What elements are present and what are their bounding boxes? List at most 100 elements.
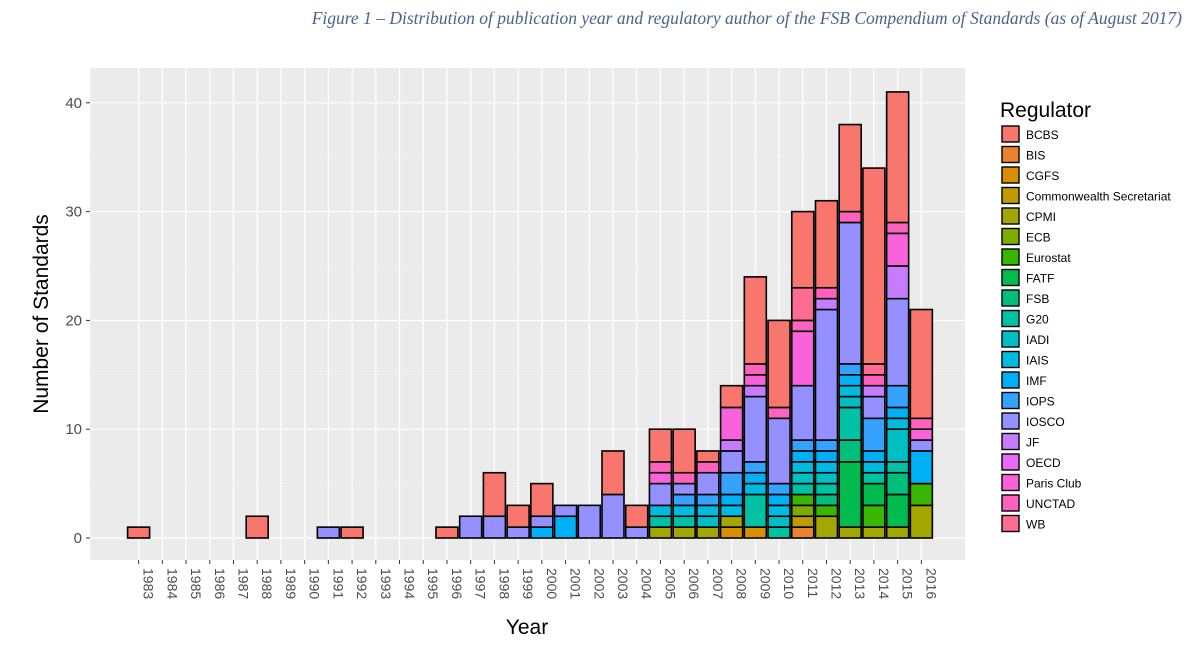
bar-segment <box>790 210 815 289</box>
legend-key <box>1001 268 1020 287</box>
legend-key <box>1001 473 1020 492</box>
bar-segment <box>767 515 791 528</box>
bar-segment <box>814 471 839 485</box>
x-tick-label: 2004 <box>639 568 655 599</box>
y-tick-label: 10 <box>65 421 82 438</box>
legend-label: WB <box>1026 518 1045 532</box>
legend-label: IMF <box>1026 374 1047 388</box>
bar-segment <box>885 417 910 431</box>
legend-label: IOSCO <box>1026 415 1065 429</box>
bar-segment <box>862 504 886 528</box>
bar-segment <box>743 482 768 496</box>
bar-segment <box>482 515 507 539</box>
bar-segment <box>648 526 673 539</box>
bar-segment <box>909 439 934 452</box>
bar-segment <box>648 482 673 507</box>
x-tick-label: 1985 <box>188 568 204 599</box>
bar-segment <box>814 439 839 452</box>
x-tick-label: 2009 <box>757 568 773 599</box>
legend-label: Paris Club <box>1026 477 1082 491</box>
legend-key <box>1001 207 1020 225</box>
legend-label: IAIS <box>1026 354 1049 368</box>
bar-segment <box>838 221 863 365</box>
bar-segment <box>696 493 720 507</box>
x-tick-label: 1990 <box>307 568 323 599</box>
bar-segment <box>909 504 934 539</box>
x-tick-label: 2006 <box>686 568 702 599</box>
bar-segment <box>885 471 910 496</box>
bar-segment <box>814 450 839 463</box>
bar-segment <box>885 428 910 463</box>
bar-segment <box>790 330 815 387</box>
bar-segment <box>648 471 673 485</box>
bar-segment <box>790 384 815 441</box>
bar-segment <box>696 515 720 528</box>
x-axis-label: Year <box>506 616 548 639</box>
bar-segment <box>743 493 768 528</box>
bar-segment <box>790 471 815 485</box>
x-tick-label: 2008 <box>734 568 750 599</box>
bar-segment <box>862 363 886 376</box>
x-tick-label: 2000 <box>544 568 560 599</box>
bar-segment <box>672 493 696 507</box>
bar-segment <box>862 384 886 398</box>
bar-segment <box>838 123 863 213</box>
bar-segment <box>577 504 602 539</box>
bar-segment <box>648 504 673 518</box>
bar-segment <box>814 199 839 289</box>
legend-key <box>1001 350 1020 369</box>
bar-segment <box>862 471 886 485</box>
x-tick-label: 1989 <box>283 568 299 599</box>
bar-segment <box>862 526 886 539</box>
bar-segment <box>672 526 696 539</box>
bar-segment <box>648 461 673 474</box>
bar-segment <box>885 461 910 474</box>
x-tick-label: 1999 <box>520 568 536 599</box>
bar-segment <box>885 91 910 224</box>
legend-label: OECD <box>1026 456 1061 470</box>
bar-segment <box>790 526 815 539</box>
x-tick-label: 1998 <box>496 568 512 599</box>
bar-segment <box>719 471 744 496</box>
bar-segment <box>885 406 910 420</box>
legend-key <box>1001 186 1020 205</box>
figure-caption: Figure 1 – Distribution of publication y… <box>311 8 1182 28</box>
x-axis: 1983 1984 1985 1986 1987 1988 1989 1990 1991 1992… <box>138 560 939 599</box>
bar-segment <box>909 482 934 507</box>
y-tick-label: 30 <box>65 204 82 221</box>
bar-segment <box>743 384 768 398</box>
bar-segment <box>767 319 791 409</box>
bar-segment <box>909 308 934 420</box>
x-tick-label: 2013 <box>852 568 868 599</box>
legend-key <box>1001 125 1020 143</box>
bar-segment <box>767 526 791 539</box>
bar-segment <box>743 395 768 463</box>
bar-segment <box>553 515 578 539</box>
bar-segment <box>838 439 863 463</box>
legend-key <box>1001 166 1020 184</box>
bar-segment <box>790 319 815 333</box>
bar-segment <box>672 471 696 485</box>
bar-segment <box>909 428 934 441</box>
bar-segment <box>719 384 744 409</box>
legend-key <box>1001 227 1020 246</box>
bar-segment <box>814 297 839 311</box>
bar-segment <box>672 482 696 496</box>
y-tick-label: 20 <box>65 312 82 329</box>
x-tick-label: 2014 <box>876 568 892 599</box>
legend-label: IOPS <box>1026 395 1055 409</box>
x-tick-label: 2001 <box>568 568 584 599</box>
bar-segment <box>767 482 791 496</box>
bar-segment <box>719 439 744 452</box>
bar-segment <box>838 373 863 387</box>
bar-segment <box>838 406 863 441</box>
legend-label: UNCTAD <box>1026 497 1075 511</box>
bar-segment <box>743 276 768 365</box>
bar-segment <box>601 493 625 539</box>
bar-segment <box>790 461 815 474</box>
x-tick-label: 2016 <box>923 568 939 599</box>
bar-segment <box>862 167 886 365</box>
bar-segment <box>790 504 815 518</box>
bar-segment <box>767 417 791 485</box>
x-tick-label: 1992 <box>354 568 370 599</box>
